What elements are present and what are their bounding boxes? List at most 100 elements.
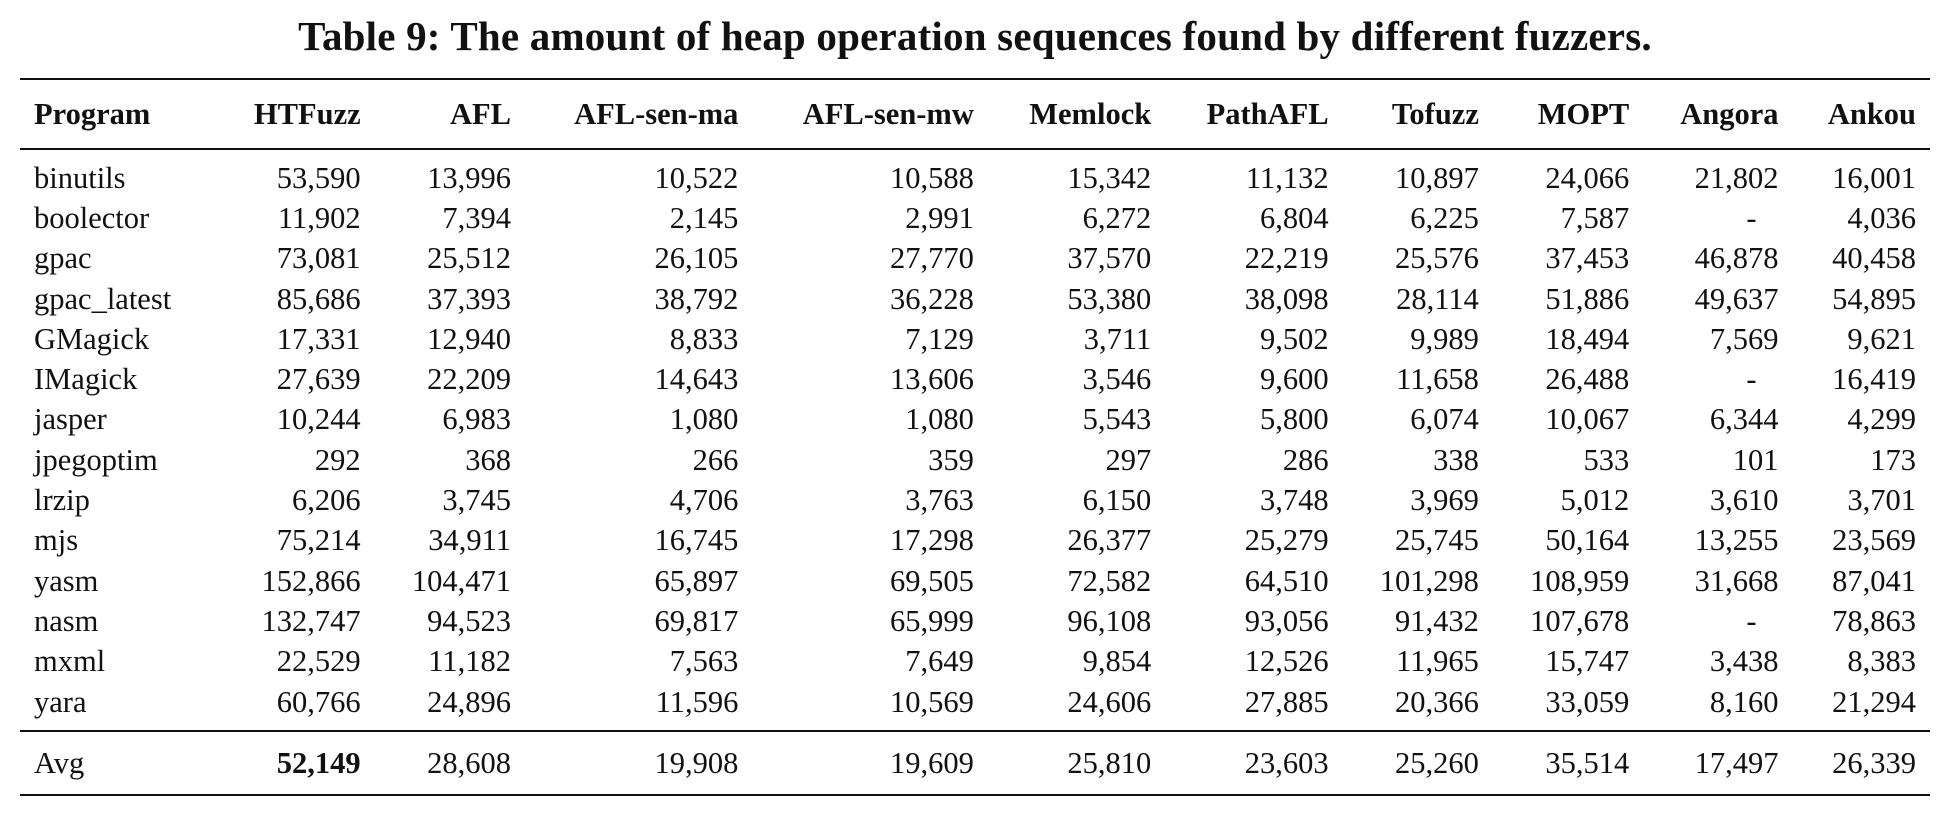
value-cell: 6,074 [1410, 402, 1479, 437]
program-name-cell: nasm [34, 603, 99, 638]
value-cell: 132,747 [261, 603, 361, 638]
header-afl-sen-mw: AFL-sen-mw [752, 78, 988, 150]
table-row: nasm 132,747 94,523 69,817 65,999 96,108 93,05… [20, 601, 1930, 641]
value-cell: 15,747 [1545, 644, 1630, 679]
value-cell: 24,066 [1545, 160, 1630, 195]
program-name-cell: yara [34, 684, 87, 719]
table-row: GMagick 17,331 12,940 8,833 7,129 3,711 9,502 9… [20, 319, 1930, 359]
value-cell: 13,996 [427, 160, 511, 195]
value-cell: 338 [1433, 442, 1479, 477]
results-table-container: Program HTFuzz AFL AFL-sen-ma AFL-sen-mw… [20, 78, 1930, 797]
results-table: Program HTFuzz AFL AFL-sen-ma AFL-sen-mw… [20, 78, 1930, 797]
value-cell: 8,383 [1847, 644, 1916, 679]
value-cell: 25,745 [1395, 523, 1479, 558]
table-row: yasm 152,866 104,471 65,897 69,505 72,582 64,5… [20, 561, 1930, 601]
header-ankou: Ankou [1792, 78, 1930, 150]
value-cell: 11,965 [1396, 644, 1479, 679]
value-cell: 25,512 [427, 241, 511, 276]
value-cell: 2,991 [905, 200, 974, 235]
value-cell: 75,214 [276, 523, 361, 558]
header-angora: Angora [1643, 78, 1793, 150]
value-cell: 11,132 [1245, 160, 1329, 195]
value-cell: 152,866 [261, 563, 361, 598]
average-value-cell: 25,260 [1342, 730, 1493, 797]
value-cell: 292 [314, 442, 361, 477]
header-row: Program HTFuzz AFL AFL-sen-ma AFL-sen-mw… [20, 78, 1930, 150]
value-cell: 27,770 [890, 241, 974, 276]
value-cell: 20,366 [1395, 684, 1479, 719]
value-cell: 87,041 [1832, 563, 1916, 598]
value-cell: - [1746, 200, 1757, 235]
value-cell: 2,145 [669, 200, 739, 235]
table-row: yara 60,766 24,896 11,596 10,569 24,606 27,885… [20, 682, 1930, 731]
value-cell: 4,299 [1847, 402, 1916, 437]
value-cell: 17,298 [890, 523, 974, 558]
program-name-cell: lrzip [34, 483, 90, 518]
value-cell: 5,800 [1259, 402, 1329, 437]
value-cell: 4,036 [1847, 200, 1916, 235]
value-cell: 21,802 [1694, 160, 1779, 195]
value-cell: 53,380 [1067, 281, 1152, 316]
value-cell: 3,610 [1709, 483, 1779, 518]
table-row: mxml 22,529 11,182 7,563 7,649 9,854 12,526 11,… [20, 642, 1930, 682]
value-cell: 3,546 [1082, 362, 1152, 397]
value-cell: 38,098 [1244, 281, 1329, 316]
value-cell: 12,526 [1244, 644, 1329, 679]
header-memlock: Memlock [987, 78, 1166, 150]
value-cell: 31,668 [1694, 563, 1779, 598]
average-value-cell: 23,603 [1165, 730, 1343, 797]
value-cell: 10,522 [654, 160, 739, 195]
average-value-cell: 28,608 [374, 730, 525, 797]
value-cell: 6,272 [1082, 200, 1152, 235]
value-cell: 359 [928, 442, 974, 477]
value-cell: 7,587 [1560, 200, 1630, 235]
value-cell: 101,298 [1379, 563, 1479, 598]
value-cell: 6,983 [442, 402, 511, 437]
average-value-cell: 26,339 [1792, 730, 1930, 797]
table-row: binutils 53,590 13,996 10,522 10,588 15,342 11… [20, 149, 1930, 198]
header-htfuzz: HTFuzz [215, 78, 375, 150]
table-caption: Table 9: The amount of heap operation se… [298, 13, 1652, 59]
value-cell: 46,878 [1694, 241, 1779, 276]
value-cell: 96,108 [1067, 603, 1152, 638]
value-cell: 101 [1732, 442, 1779, 477]
program-name-cell: mjs [34, 523, 79, 558]
value-cell: 3,745 [442, 483, 511, 518]
value-cell: 6,225 [1410, 200, 1479, 235]
value-cell: 9,854 [1082, 644, 1152, 679]
value-cell: 16,419 [1832, 362, 1916, 397]
value-cell: 54,895 [1832, 281, 1916, 316]
value-cell: 7,569 [1709, 321, 1779, 356]
average-row: Avg 52,149 28,608 19,908 19,609 25,810 23,603 2… [20, 730, 1930, 797]
value-cell: 78,863 [1832, 603, 1916, 638]
value-cell: 25,279 [1244, 523, 1329, 558]
program-name-cell: jpegoptim [34, 442, 158, 477]
program-name-cell: jasper [34, 402, 107, 437]
value-cell: 108,959 [1530, 563, 1630, 598]
table-header: Program HTFuzz AFL AFL-sen-ma AFL-sen-mw… [20, 78, 1930, 150]
value-cell: 13,606 [890, 362, 974, 397]
table-row: jpegoptim 292 368 266 359 297 286 338 533 101 173 [20, 440, 1930, 480]
table-row: lrzip 6,206 3,745 4,706 3,763 6,150 3,748 3,969… [20, 480, 1930, 520]
value-cell: 107,678 [1530, 603, 1630, 638]
value-cell: 38,792 [654, 281, 739, 316]
table-row: boolector 11,902 7,394 2,145 2,991 6,272 6,804… [20, 198, 1930, 238]
header-tofuzz: Tofuzz [1342, 78, 1493, 150]
average-value-cell: 17,497 [1643, 730, 1793, 797]
value-cell: 16,745 [654, 523, 739, 558]
value-cell: 73,081 [276, 241, 361, 276]
table-footer: Avg 52,149 28,608 19,908 19,609 25,810 23,603 2… [20, 730, 1930, 797]
program-name-cell: IMagick [34, 362, 138, 397]
header-program: Program [20, 78, 216, 150]
table-row: gpac 73,081 25,512 26,105 27,770 37,570 22,219… [20, 239, 1930, 279]
average-value-cell: 52,149 [215, 730, 375, 797]
value-cell: 173 [1870, 442, 1916, 477]
value-cell: 69,817 [654, 603, 739, 638]
value-cell: 40,458 [1832, 241, 1916, 276]
average-label-cell: Avg [20, 730, 216, 797]
value-cell: 533 [1583, 442, 1630, 477]
value-cell: 50,164 [1545, 523, 1630, 558]
value-cell: 10,897 [1395, 160, 1479, 195]
value-cell: 8,160 [1709, 684, 1779, 719]
value-cell: 6,150 [1082, 483, 1152, 518]
